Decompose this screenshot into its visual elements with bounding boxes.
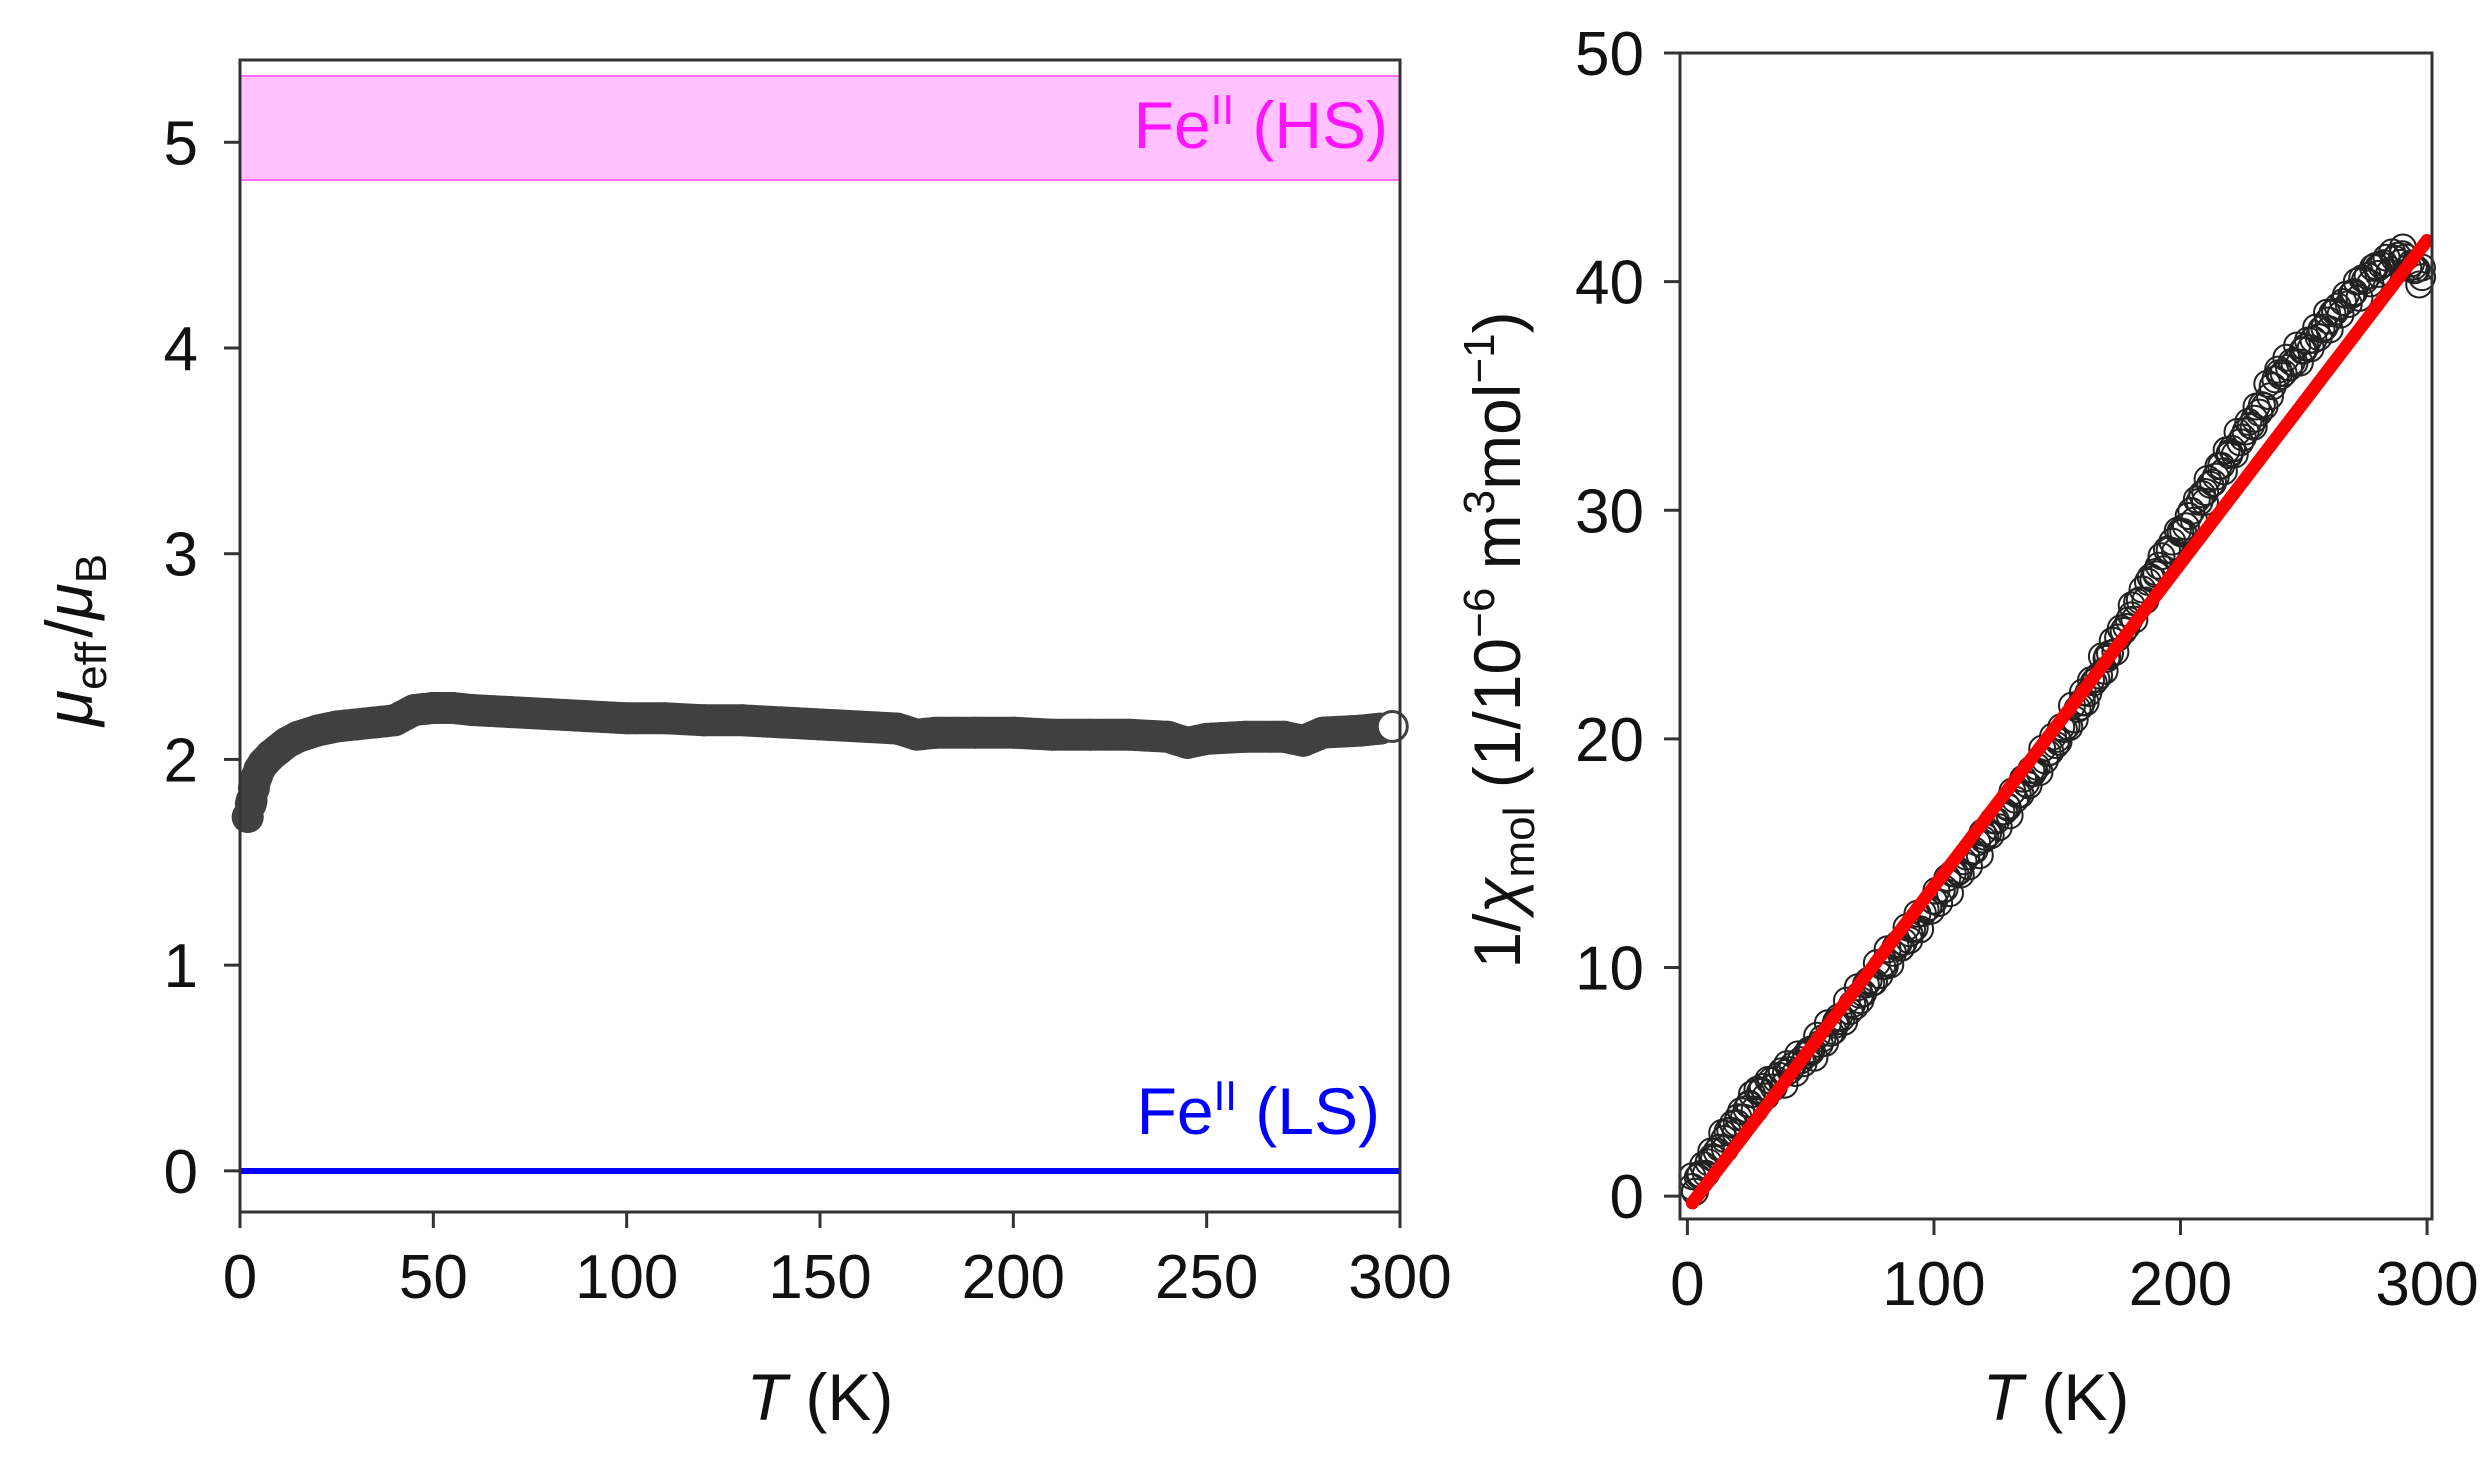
- right-y-chi: χ: [1460, 877, 1534, 919]
- left-ls-label-sup: II: [1214, 1072, 1237, 1119]
- right-data-point: [2190, 487, 2219, 516]
- right-x-var: T: [1983, 1360, 2028, 1434]
- left-y-tick-label: 1: [164, 932, 198, 1001]
- left-data-points: [231, 692, 1409, 833]
- right-y-tick-label: 10: [1575, 935, 1644, 1004]
- right-data-point: [1786, 1046, 1815, 1075]
- right-data-point: [2220, 440, 2249, 469]
- right-y-close: ): [1460, 311, 1534, 333]
- right-y-tick-label: 30: [1575, 477, 1644, 546]
- right-data-point: [2253, 369, 2282, 398]
- right-x-unit: (K): [2023, 1360, 2129, 1434]
- left-y-eff: eff: [67, 641, 116, 690]
- left-y-tick-label: 4: [164, 315, 198, 384]
- left-x-unit: (K): [787, 1360, 893, 1434]
- right-x-tick-label: 100: [1882, 1250, 1985, 1319]
- right-data-point: [2397, 249, 2425, 278]
- right-y-m: m: [1460, 514, 1534, 587]
- left-x-tick-label: 0: [223, 1243, 257, 1312]
- right-data-point: [2199, 468, 2228, 497]
- left-x-tick-label: 250: [1155, 1243, 1258, 1312]
- right-x-tick-label: 200: [2129, 1250, 2232, 1319]
- left-ticks: 0 50 100 150 200 250 300 0 1 2 3 4 5: [164, 109, 1452, 1312]
- right-x-tick-label: 0: [1670, 1250, 1704, 1319]
- left-x-tick-label: 100: [575, 1243, 678, 1312]
- left-last-point: [1375, 710, 1409, 744]
- left-hs-label-base: Fe: [1134, 88, 1211, 162]
- left-y-mu: μ: [32, 690, 106, 728]
- right-y-axis-title: 1/χmol (1/10−6 m3mol−1): [1455, 311, 1544, 968]
- right-data-point: [2169, 518, 2198, 546]
- left-x-tick-label: 150: [768, 1243, 871, 1312]
- right-x-tick-label: 300: [2375, 1250, 2478, 1319]
- right-y-one: 1/: [1460, 913, 1534, 969]
- right-y-tick-label: 20: [1575, 706, 1644, 775]
- right-y-open: (1/10: [1460, 638, 1534, 807]
- right-data-point: [2321, 297, 2350, 326]
- left-x-var: T: [747, 1360, 792, 1434]
- right-fit-line: [1685, 233, 2434, 1210]
- right-data-point: [2174, 502, 2203, 530]
- right-y-exp2: 3: [1455, 490, 1504, 514]
- right-data-point: [1743, 1075, 1772, 1104]
- left-y-tick-label: 5: [164, 109, 198, 178]
- right-y-tick-label: 40: [1575, 249, 1644, 318]
- left-hs-label-rest: (HS): [1234, 88, 1388, 162]
- right-y-tick-label: 0: [1610, 1163, 1644, 1232]
- left-plot-frame: [238, 58, 1402, 1214]
- left-x-tick-label: 200: [962, 1243, 1065, 1312]
- right-y-tick-label: 50: [1575, 20, 1644, 89]
- left-y-b: B: [67, 554, 116, 583]
- left-hs-band: [239, 75, 1401, 181]
- right-y-exp3: −1: [1455, 333, 1504, 383]
- left-ls-label: FeII (LS): [1137, 1072, 1380, 1148]
- left-hs-label-sup: II: [1211, 86, 1234, 133]
- right-data-point: [2171, 512, 2200, 541]
- right-data-point: [2223, 417, 2252, 446]
- left-y-mu2: μ: [32, 583, 106, 621]
- left-y-slash: /: [32, 619, 106, 638]
- left-x-tick-label: 50: [399, 1243, 468, 1312]
- left-hs-label: FeII (HS): [1134, 86, 1388, 162]
- left-y-tick-label: 0: [164, 1138, 198, 1207]
- right-y-exp1: −6: [1455, 588, 1504, 638]
- left-x-tick-label: 300: [1348, 1243, 1451, 1312]
- left-x-axis-title: T (K): [747, 1360, 894, 1434]
- right-y-mol-sub: mol: [1495, 807, 1544, 878]
- right-data-point: [2307, 315, 2336, 344]
- right-data-point: [2234, 407, 2263, 436]
- left-y-tick-label: 2: [164, 726, 198, 795]
- right-data-point: [2147, 542, 2176, 571]
- left-y-axis-title: μeff/μB: [32, 554, 116, 728]
- left-ls-label-rest: (LS): [1237, 1074, 1380, 1148]
- left-y-tick-label: 3: [164, 521, 198, 590]
- right-data-point: [2318, 299, 2347, 328]
- right-data-point: [2231, 417, 2260, 446]
- right-x-axis-title: T (K): [1983, 1360, 2130, 1434]
- left-ls-label-base: Fe: [1137, 1074, 1214, 1148]
- right-y-mol: mol: [1460, 384, 1534, 490]
- right-data-point: [2218, 434, 2246, 463]
- right-ticks: 0 100 200 300 0 10 20 30 40 50: [1575, 20, 2479, 1319]
- right-plot-frame: [1678, 51, 2434, 1221]
